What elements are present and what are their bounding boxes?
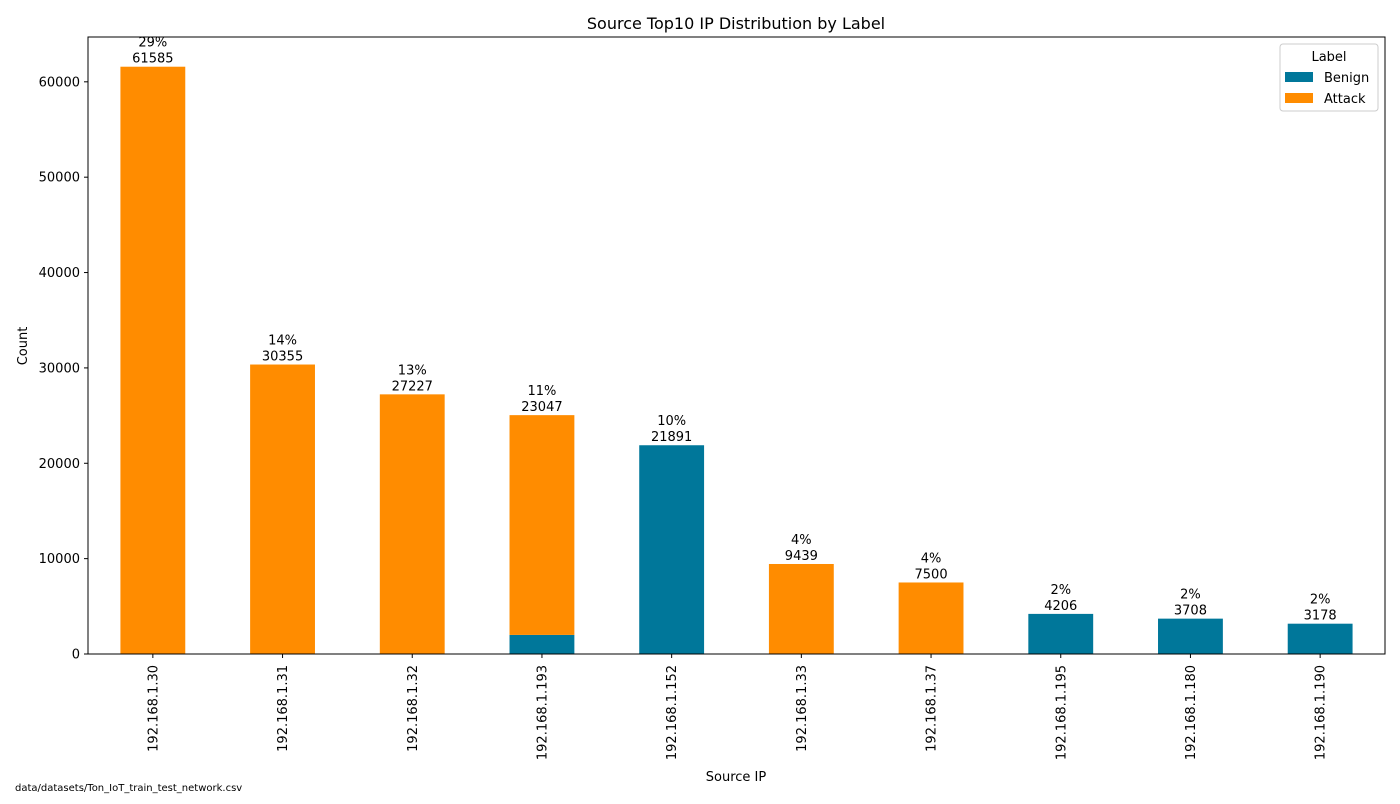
x-tick-label: 192.168.1.32 [406, 665, 421, 752]
x-tick-label: 192.168.1.31 [276, 665, 291, 752]
y-tick-label: 60000 [39, 75, 80, 90]
legend-title: Label [1311, 50, 1346, 65]
x-tick-label: 192.168.1.30 [146, 665, 161, 752]
bar-attack-6 [898, 582, 964, 654]
legend: Label Benign Attack [1279, 43, 1379, 112]
bar-labels: 29%61585 14%30355 13%27227 11%23047 10%21891… [132, 36, 1337, 624]
bar-count-label: 3178 [1304, 609, 1337, 624]
x-axis: 192.168.1.30 192.168.1.31 192.168.1.32 192.… [146, 654, 1329, 760]
x-tick-label: 192.168.1.33 [795, 665, 810, 752]
bar-benign-3 [509, 634, 575, 654]
bar-percent-label: 13% [398, 363, 427, 378]
y-tick-label: 10000 [39, 552, 80, 567]
bar-count-label: 27227 [392, 379, 433, 394]
bar-percent-label: 4% [921, 551, 942, 566]
bar-percent-label: 11% [527, 384, 556, 399]
bar-count-label: 7500 [915, 567, 948, 582]
bar-benign-7 [1028, 613, 1094, 654]
bar-count-label: 21891 [651, 430, 692, 445]
source-file-note: data/datasets/Ton_IoT_train_test_network… [15, 783, 243, 794]
y-axis-label: Count [16, 327, 31, 366]
bar-attack-1 [250, 364, 315, 654]
legend-swatch-attack [1285, 93, 1313, 103]
bar-benign-9 [1287, 623, 1353, 654]
x-tick-label: 192.168.1.190 [1314, 665, 1329, 760]
legend-swatch-benign [1285, 72, 1313, 82]
bar-count-label: 4206 [1044, 599, 1077, 614]
bars-layer [120, 66, 1353, 654]
bar-percent-label: 14% [268, 334, 297, 349]
x-tick-label: 192.168.1.152 [665, 665, 680, 760]
bar-count-label: 9439 [785, 549, 818, 564]
plot-frame [87, 36, 1386, 655]
bar-percent-label: 2% [1310, 593, 1331, 608]
y-tick-label: 0 [72, 648, 80, 663]
bar-percent-label: 29% [138, 36, 167, 51]
bar-count-label: 23047 [521, 400, 562, 415]
bar-count-label: 3708 [1174, 604, 1207, 619]
y-tick-label: 40000 [39, 266, 80, 281]
bar-attack-3 [509, 415, 575, 635]
y-tick-label: 30000 [39, 361, 80, 376]
bar-attack-0 [120, 66, 186, 654]
y-tick-label: 20000 [39, 457, 80, 472]
bar-percent-label: 2% [1180, 588, 1201, 603]
legend-label-attack: Attack [1324, 92, 1366, 107]
chart-title: Source Top10 IP Distribution by Label [587, 14, 885, 33]
x-tick-label: 192.168.1.180 [1184, 665, 1199, 760]
x-tick-label: 192.168.1.193 [535, 665, 550, 760]
bar-benign-8 [1158, 618, 1223, 654]
x-tick-label: 192.168.1.37 [925, 665, 940, 752]
bar-percent-label: 2% [1050, 583, 1071, 598]
y-axis: 0 10000 20000 30000 40000 50000 60000 [39, 75, 88, 663]
x-axis-label: Source IP [706, 770, 767, 785]
bar-attack-2 [379, 394, 445, 654]
y-tick-label: 50000 [39, 171, 80, 186]
bar-attack-5 [768, 563, 834, 654]
bar-count-label: 61585 [132, 52, 173, 67]
bar-benign-4 [639, 445, 705, 654]
bar-percent-label: 10% [657, 414, 686, 429]
bar-count-label: 30355 [262, 350, 303, 365]
bar-percent-label: 4% [791, 533, 812, 548]
x-tick-label: 192.168.1.195 [1054, 665, 1069, 760]
legend-label-benign: Benign [1324, 71, 1369, 86]
